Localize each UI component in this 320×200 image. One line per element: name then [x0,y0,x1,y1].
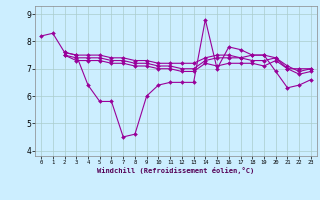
X-axis label: Windchill (Refroidissement éolien,°C): Windchill (Refroidissement éolien,°C) [97,167,255,174]
